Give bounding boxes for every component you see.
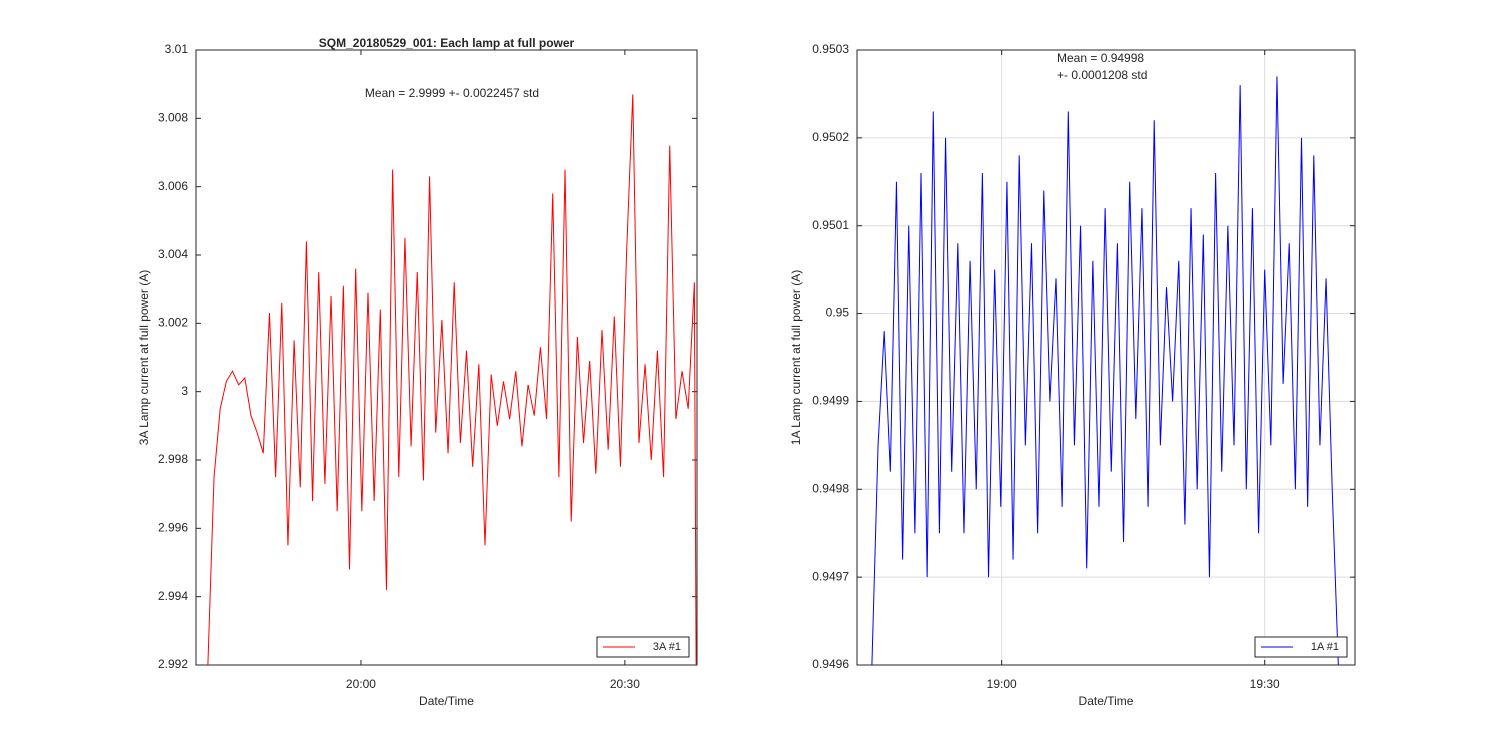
axes: 2.992 2.994 2.996 2.998 3 3.002 3.004 3.006 3.00… xyxy=(137,36,698,708)
annotation: Mean = 2.9999 +- 0.0022457 std xyxy=(365,86,539,100)
legend-label: 1A #1 xyxy=(1311,641,1339,653)
y-tick-label: 0.9503 xyxy=(812,42,849,56)
y-axis-label: 1A Lamp current at full power (A) xyxy=(789,270,803,445)
data-line xyxy=(207,94,697,666)
x-tick-label: 19:00 xyxy=(987,677,1017,691)
y-tick-label: 0.95 xyxy=(826,306,850,320)
y-tick-label: 0.9498 xyxy=(812,481,849,495)
plot-area xyxy=(856,49,1356,666)
x-axis-label: Date/Time xyxy=(419,694,474,708)
y-tick-label: 3.006 xyxy=(158,179,188,193)
axes: 0.9496 0.9497 0.9498 0.9499 0.95 0.9501 0.9502… xyxy=(789,42,1356,708)
y-tick-label: 0.9497 xyxy=(812,569,849,583)
y-tick-label: 3.008 xyxy=(158,111,188,125)
x-axis-label: Date/Time xyxy=(1079,694,1134,708)
y-tick-label: 2.996 xyxy=(158,521,188,535)
legend-label: 3A #1 xyxy=(653,641,681,653)
y-tick-label: 0.9501 xyxy=(812,218,849,232)
plot-frame xyxy=(195,49,698,666)
annotation: +- 0.0001208 std xyxy=(1057,68,1147,82)
y-tick-label: 0.9502 xyxy=(812,130,849,144)
y-tick-label: 2.998 xyxy=(158,452,188,466)
y-tick-label: 0.9499 xyxy=(812,394,849,408)
plot-frame xyxy=(856,49,1356,666)
chart-title: SQM_20180529_001: Each lamp at full powe… xyxy=(319,36,575,50)
y-tick-label: 0.9496 xyxy=(812,657,849,671)
data-line xyxy=(871,76,1339,666)
y-axis-label: 3A Lamp current at full power (A) xyxy=(137,270,151,445)
annotation: Mean = 0.94998 xyxy=(1057,51,1144,65)
legend-box xyxy=(596,636,690,658)
y-tick-label: 2.992 xyxy=(158,657,188,671)
x-tick-label: 20:00 xyxy=(346,677,376,691)
y-tick-label: 3.002 xyxy=(158,316,188,330)
y-tick-label: 3 xyxy=(181,384,188,398)
y-tick-label: 3.01 xyxy=(165,42,189,56)
y-tick-label: 3.004 xyxy=(158,247,188,261)
x-tick-label: 19:30 xyxy=(1250,677,1280,691)
y-tick-label: 2.994 xyxy=(158,589,188,603)
x-tick-label: 20:30 xyxy=(610,677,640,691)
legend-box xyxy=(1254,636,1348,658)
